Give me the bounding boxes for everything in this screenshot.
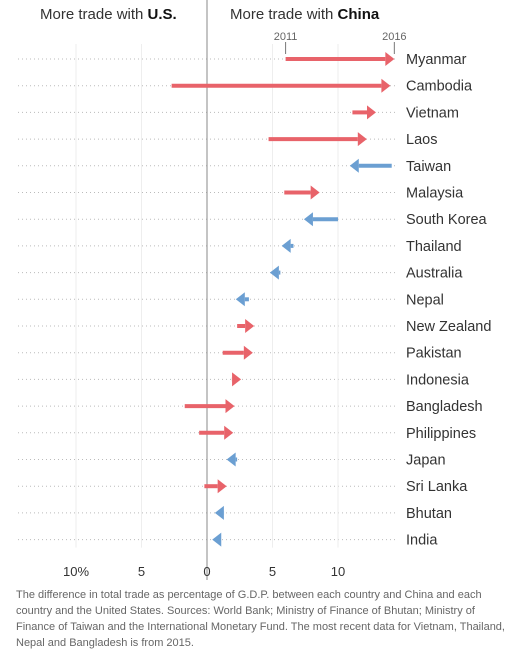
arrow-head — [232, 372, 242, 387]
chart-footnote: The difference in total trade as percent… — [16, 589, 505, 649]
arrow-head — [310, 185, 320, 200]
country-label: Sri Lanka — [406, 479, 468, 495]
arrow-head — [235, 292, 245, 307]
arrow-head — [349, 158, 359, 173]
country-label: New Zealand — [406, 319, 491, 335]
country-label: Nepal — [406, 292, 444, 308]
country-label: Australia — [406, 266, 463, 282]
country-label: Taiwan — [406, 159, 451, 175]
arrow-head — [226, 452, 236, 467]
country-label: Japan — [406, 453, 446, 469]
header-left-text: More trade with — [40, 6, 148, 23]
country-label: Myanmar — [406, 52, 467, 68]
arrow-head — [385, 52, 395, 66]
arrow-head — [224, 425, 234, 440]
x-tick-label: 5 — [138, 564, 145, 579]
country-label: Vietnam — [406, 105, 459, 121]
header-right-text: More trade with — [230, 6, 338, 23]
country-label: Thailand — [406, 239, 462, 255]
arrow-head — [357, 132, 367, 147]
country-label: Bhutan — [406, 506, 452, 522]
header-left-bold: U.S. — [147, 6, 177, 23]
arrow-head — [245, 319, 255, 333]
x-tick-label: 5 — [269, 564, 276, 579]
country-label: Indonesia — [406, 372, 470, 388]
x-tick-label: 0 — [203, 564, 210, 579]
header-right-bold: China — [337, 6, 380, 23]
x-tick-label: 10% — [63, 564, 89, 579]
header-more-trade-china: More trade with China — [230, 6, 379, 23]
country-label: South Korea — [406, 212, 488, 228]
country-label: Bangladesh — [406, 399, 483, 415]
arrow-head — [214, 505, 224, 520]
arrow-head — [381, 78, 391, 93]
arrow-head — [217, 479, 227, 494]
arrow-head — [269, 265, 279, 280]
year-marker-label: 2011 — [274, 31, 298, 43]
year-marker-label: 2016 — [382, 31, 406, 43]
arrow-head — [212, 532, 222, 547]
arrow-head — [225, 399, 235, 414]
arrow-head — [281, 238, 291, 253]
country-label: Cambodia — [406, 79, 473, 95]
arrow-head — [303, 212, 313, 227]
header-more-trade-us: More trade with U.S. — [40, 6, 177, 23]
country-label: India — [406, 533, 438, 549]
x-tick-label: 10 — [331, 564, 345, 579]
country-label: Philippines — [406, 426, 476, 442]
country-label: Laos — [406, 132, 437, 148]
country-label: Malaysia — [406, 186, 464, 202]
country-label: Pakistan — [406, 346, 462, 362]
arrow-head — [366, 105, 376, 120]
arrow-head — [243, 345, 253, 360]
